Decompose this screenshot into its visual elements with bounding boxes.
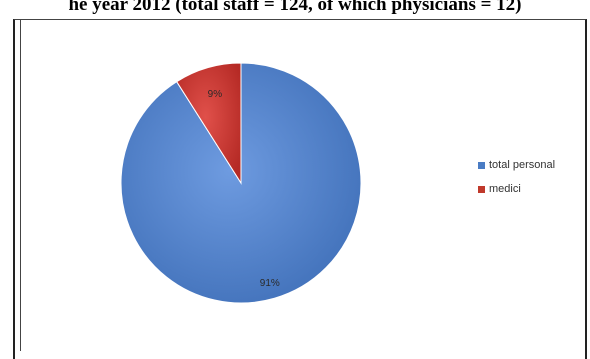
pie-chart: 91% 9% [120, 62, 362, 304]
legend-item-total-personal: total personal [478, 158, 555, 172]
chart-legend: total personal medici [478, 158, 555, 206]
legend-swatch-medici [478, 185, 485, 193]
legend-swatch-total-personal [478, 161, 485, 169]
slice-label-medici: 9% [208, 89, 223, 100]
legend-label-medici: medici [489, 183, 521, 195]
slice-label-total-personal: 91% [260, 278, 280, 289]
frame-inner-border [20, 19, 21, 351]
legend-item-medici: medici [478, 182, 555, 196]
chart-caption: he year 2012 (total staff = 124, of whic… [68, 0, 522, 15]
legend-label-total-personal: total personal [489, 159, 556, 171]
pie-slice-medici [176, 62, 242, 185]
